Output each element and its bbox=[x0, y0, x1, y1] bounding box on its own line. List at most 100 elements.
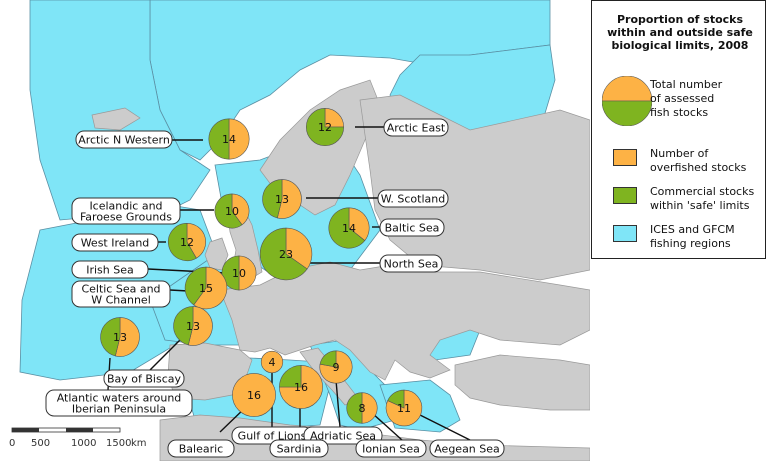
pie-north-sea: 23 bbox=[259, 227, 313, 281]
pie-adriatic-sea: 9 bbox=[319, 350, 353, 384]
callout-box bbox=[377, 189, 449, 208]
pie-total-label: 13 bbox=[275, 193, 289, 206]
legend-commercial-line-2: within 'safe' limits bbox=[650, 199, 750, 212]
pie-slice-safe bbox=[173, 306, 194, 346]
callout-label: Arctic East bbox=[387, 122, 446, 135]
pie-slice-overfished bbox=[232, 373, 276, 417]
callout-label: Ionian Sea bbox=[362, 443, 420, 456]
callout-label: Icelandic and bbox=[89, 200, 162, 213]
legend-commercial-line-1: Commercial stocks bbox=[650, 185, 755, 198]
callout-label: Balearic bbox=[179, 443, 223, 456]
callout-box bbox=[71, 280, 171, 308]
callout-box bbox=[45, 389, 193, 417]
callout-box bbox=[71, 260, 149, 279]
pie-slice-overfished bbox=[186, 222, 206, 259]
callout-label: Faroese Grounds bbox=[80, 211, 172, 224]
callout-north-sea: North Sea bbox=[379, 254, 443, 273]
pie-slice-safe bbox=[319, 350, 337, 368]
pie-slice-overfished bbox=[285, 227, 313, 270]
callout-box bbox=[71, 233, 159, 252]
pie-total-label: 15 bbox=[199, 282, 213, 295]
pie-total-label: 10 bbox=[225, 205, 239, 218]
land-turkey bbox=[454, 354, 590, 411]
pie-atlantic-iberian: 13 bbox=[100, 317, 140, 357]
callout-balearic: Balearic bbox=[167, 439, 235, 458]
pie-celtic-sea: 15 bbox=[184, 266, 228, 310]
pie-gulf-of-lions: 4 bbox=[260, 350, 284, 374]
pie-sardinia: 16 bbox=[279, 365, 323, 409]
pie-total-label: 12 bbox=[180, 236, 194, 249]
pie-west-ireland: 12 bbox=[168, 222, 206, 261]
scale-tick-500: 500 bbox=[31, 438, 50, 449]
pie-slice-overfished bbox=[238, 255, 257, 291]
scale-tick-0: 0 bbox=[9, 438, 15, 449]
callout-arctic-n-western: Arctic N Western bbox=[75, 130, 173, 149]
legend-overfished-swatch bbox=[613, 149, 637, 166]
legend-overfished-line-2: overfished stocks bbox=[650, 161, 747, 174]
callout-label: Atlantic waters around bbox=[57, 392, 182, 405]
pie-total-label: 16 bbox=[294, 381, 308, 394]
legend-regions: ICES and GFCM fishing regions bbox=[650, 223, 762, 251]
scale-bar: 0 500 1000 1500 km bbox=[9, 427, 147, 449]
pie-total-label: 12 bbox=[318, 121, 332, 134]
legend-title-line-3: biological limits, 2008 bbox=[611, 39, 749, 52]
callout-box bbox=[379, 254, 443, 273]
pie-slice-safe bbox=[306, 107, 345, 146]
pie-slice-overfished bbox=[228, 118, 250, 160]
pie-aegean-sea: 11 bbox=[385, 389, 423, 427]
pie-arctic-east: 12 bbox=[306, 107, 345, 146]
callout-label: W. Scotland bbox=[381, 193, 445, 206]
pie-total-label: 16 bbox=[247, 389, 261, 402]
callout-bay-of-biscay: Bay of Biscay bbox=[103, 369, 185, 388]
callout-box bbox=[75, 130, 173, 149]
callout-box bbox=[103, 369, 185, 388]
pie-slice-overfished bbox=[319, 350, 353, 384]
legend: Proportion of stocks within and outside … bbox=[591, 0, 766, 259]
legend-regions-line-2: fishing regions bbox=[650, 237, 731, 250]
pie-slice-safe bbox=[100, 317, 121, 357]
callout-box bbox=[167, 439, 235, 458]
callout-baltic-sea: Baltic Sea bbox=[379, 218, 445, 237]
pie-total-label: 23 bbox=[279, 248, 293, 261]
legend-total: Total number of assessed fish stocks bbox=[650, 78, 762, 120]
scale-tick-1500: 1500 bbox=[106, 438, 131, 449]
callout-label: Arctic N Western bbox=[78, 134, 170, 147]
leader-lines bbox=[107, 126, 471, 441]
callout-box bbox=[71, 197, 181, 225]
pie-slice-safe bbox=[214, 193, 243, 229]
legend-title: Proportion of stocks within and outside … bbox=[600, 13, 760, 52]
legend-regions-line-1: ICES and GFCM bbox=[650, 223, 735, 236]
callout-label: Sardinia bbox=[277, 443, 322, 456]
legend-title-line-2: within and outside safe bbox=[607, 26, 753, 39]
pie-slice-safe bbox=[279, 365, 302, 388]
legend-total-line-3: fish stocks bbox=[650, 106, 709, 119]
pie-total-label: 13 bbox=[113, 331, 127, 344]
pie-total-label: 9 bbox=[333, 361, 340, 374]
pie-slice-overfished bbox=[231, 193, 250, 226]
callout-label: Adriatic Sea bbox=[310, 430, 376, 443]
legend-regions-swatch bbox=[613, 225, 637, 242]
callout-box bbox=[429, 439, 505, 458]
legend-title-line-1: Proportion of stocks bbox=[616, 13, 744, 26]
legend-overfished: Number of overfished stocks bbox=[650, 147, 762, 175]
callout-box bbox=[355, 439, 427, 458]
legend-overfished-line-1: Number of bbox=[650, 147, 709, 160]
pie-slice-overfished bbox=[361, 392, 378, 424]
pie-slice-safe bbox=[346, 392, 363, 424]
pie-slice-overfished bbox=[348, 207, 370, 242]
callout-aegean-sea: Aegean Sea bbox=[429, 439, 505, 458]
pie-slice-safe bbox=[328, 207, 366, 249]
pie-slice-safe bbox=[168, 222, 197, 261]
pie-slice-safe bbox=[262, 179, 283, 219]
pie-balearic: 16 bbox=[232, 373, 276, 417]
pie-slice-safe bbox=[387, 389, 405, 409]
region-callouts: Arctic N Western Arctic East Icelandic and… bbox=[45, 118, 505, 458]
pie-w-scotland: 13 bbox=[262, 179, 302, 219]
callout-label: Iberian Peninsula bbox=[72, 403, 166, 416]
pie-total-label: 8 bbox=[359, 402, 366, 415]
callout-label: North Sea bbox=[384, 258, 439, 271]
pie-total-label: 10 bbox=[232, 267, 246, 280]
callout-label: Celtic Sea and bbox=[81, 283, 160, 296]
land-iceland bbox=[91, 107, 141, 131]
